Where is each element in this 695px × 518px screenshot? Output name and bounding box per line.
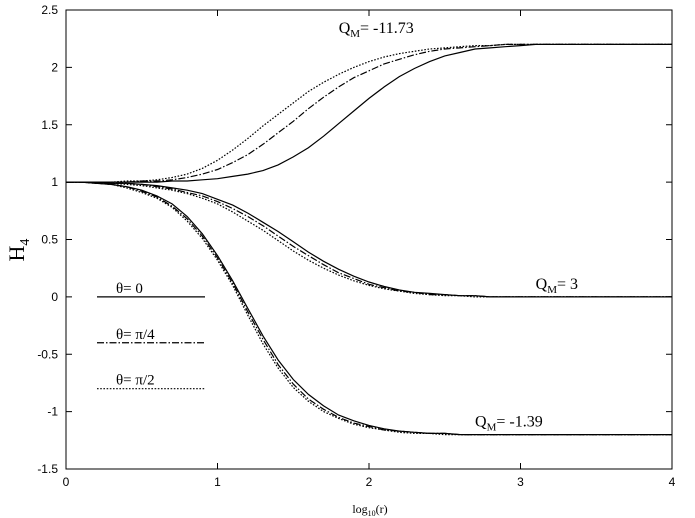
series-line-0 (66, 43, 672, 183)
annotation-sub: M (487, 422, 497, 434)
plot-frame (65, 9, 673, 470)
x-tick-label: 3 (517, 475, 524, 489)
x-axis-label-sub: 10 (368, 509, 376, 518)
annotation-label: QM= -11.73 (339, 20, 414, 40)
x-axis-label-tail: (r) (376, 502, 388, 516)
series-line-8 (66, 181, 672, 436)
y-tick-label: -1 (47, 405, 58, 419)
annotation-tail: = -1.39 (496, 414, 542, 431)
series-line-7 (66, 181, 672, 436)
y-axis-label-sub: 4 (18, 239, 33, 246)
y-tick-label: 2.5 (41, 3, 58, 17)
legend-label: θ= 0 (116, 281, 143, 297)
series-line-3 (66, 181, 672, 298)
x-tick-label: 0 (63, 475, 70, 489)
annotation-tail: = -11.73 (360, 20, 414, 37)
series-line-5 (66, 181, 672, 298)
annotation-sub: M (350, 28, 360, 40)
legend-label: θ= π/4 (116, 327, 155, 343)
annotation-main: Q (339, 20, 351, 37)
series-line-1 (66, 43, 672, 183)
series-lines (66, 43, 672, 436)
y-tick-label: 2 (51, 60, 58, 74)
y-axis-label-main: H (4, 245, 29, 261)
x-tick-label: 1 (214, 475, 221, 489)
annotation-tail: = 3 (557, 276, 578, 293)
x-axis-label: log10(r) (352, 502, 387, 518)
y-tick-label: -1.5 (37, 462, 58, 476)
legend-label: θ= π/2 (116, 373, 155, 389)
y-tick-label: 0.5 (41, 233, 58, 247)
y-tick-label: -0.5 (37, 347, 58, 361)
y-tick-label: 1 (51, 175, 58, 189)
x-tick-label: 2 (366, 475, 373, 489)
x-tick-label: 4 (669, 475, 676, 489)
series-line-6 (66, 181, 672, 436)
annotation-label: QM= -1.39 (475, 414, 543, 434)
annotation-main: Q (475, 414, 487, 431)
legend: θ= 0 θ= π/4 θ= π/2 (97, 281, 205, 390)
series-line-4 (66, 181, 672, 298)
tick-labels: 0 1 2 3 4 -1.5 -1 -0.5 0 0.5 1 1.5 2 2.5 (37, 3, 675, 489)
y-tick-label: 1.5 (41, 118, 58, 132)
annotation-sub: M (547, 284, 557, 296)
series-line-2 (66, 43, 672, 183)
axes-frame (65, 9, 673, 470)
y-tick-label: 0 (51, 290, 58, 304)
annotation-label: QM= 3 (536, 276, 578, 296)
x-axis-label-main: log (352, 502, 367, 516)
y-axis-label: H4 (4, 239, 33, 262)
annotation-main: Q (536, 276, 548, 293)
